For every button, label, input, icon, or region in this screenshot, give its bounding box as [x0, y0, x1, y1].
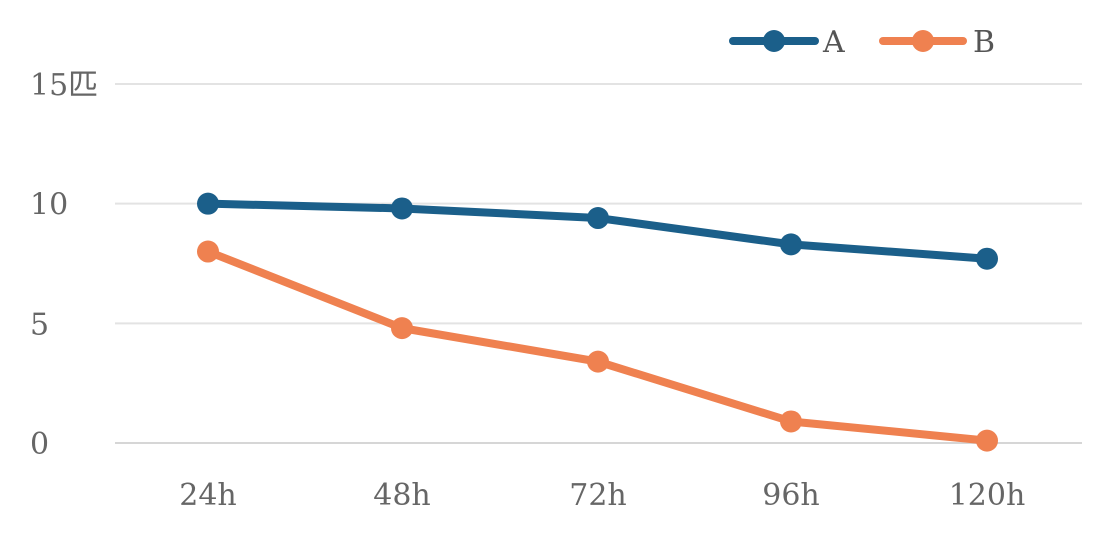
y-axis-tick-labels: 0 5 10 15匹 [30, 68, 98, 462]
series-a-point-48h [391, 197, 413, 220]
series-lines [197, 192, 998, 452]
series-b-point-120h [976, 429, 998, 452]
legend-marker-a [763, 30, 785, 52]
x-tick-label-24h: 24h [179, 478, 237, 513]
y-tick-label-0: 0 [30, 427, 49, 462]
y-tick-label-15: 15匹 [30, 68, 98, 103]
legend-label-b: B [973, 25, 995, 60]
series-a-point-72h [587, 207, 609, 230]
y-tick-label-5: 5 [30, 307, 49, 342]
series-b-point-48h [391, 317, 413, 340]
series-a-point-120h [976, 247, 998, 270]
series-b-point-72h [587, 350, 609, 373]
legend-marker-b [912, 30, 934, 52]
series-b-line [204, 247, 991, 445]
legend-label-a: A [822, 25, 845, 60]
grid-lines [115, 83, 1082, 444]
x-tick-label-120h: 120h [949, 478, 1026, 513]
x-tick-label-72h: 72h [569, 478, 627, 513]
series-b-point-96h [780, 410, 802, 433]
x-tick-label-48h: 48h [373, 478, 431, 513]
x-tick-label-96h: 96h [762, 478, 820, 513]
y-tick-label-10: 10 [30, 188, 68, 223]
series-a-point-96h [780, 233, 802, 256]
x-axis-tick-labels: 24h 48h 72h 96h 120h [179, 478, 1025, 513]
series-a-point-24h [197, 192, 219, 215]
legend: A B [729, 25, 995, 60]
series-b-point-24h [197, 240, 219, 263]
